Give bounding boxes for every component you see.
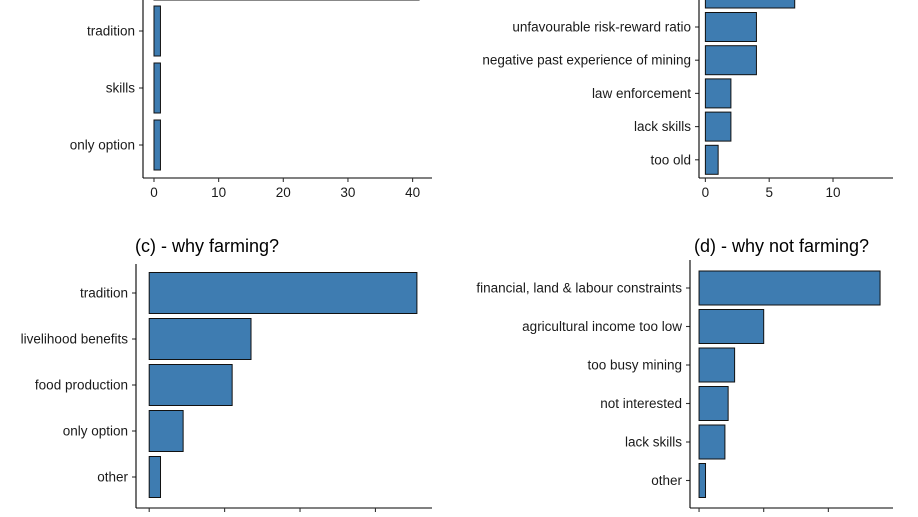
panel-1-xtick-label-5: 40 xyxy=(405,185,420,200)
panel-1-bar-3 xyxy=(153,119,161,171)
panel-2-xtick-label-3: 10 xyxy=(825,185,840,200)
panel-1-category-label-3: only option xyxy=(70,138,135,153)
panel-2-category-label-5: too old xyxy=(650,152,691,167)
panel-3-category-label-4: only option xyxy=(63,424,128,439)
panel-4-category-label-3: too busy mining xyxy=(587,358,682,373)
panel-2-category-label-1: unfavourable risk-reward ratio xyxy=(512,20,691,35)
panel-3-bar-5 xyxy=(148,456,162,498)
panel-4-bar-3 xyxy=(698,347,736,383)
panel-4-category-label-5: lack skills xyxy=(625,435,682,450)
panel-3-title: (c) - why farming? xyxy=(135,236,279,256)
panel-2-xtick-label-2: 5 xyxy=(765,185,773,200)
panel-3-category-label-3: food production xyxy=(35,378,128,393)
panel-4-title: (d) - why not farming? xyxy=(694,236,869,256)
panel-4-xtick-label-3: 40 xyxy=(821,515,836,517)
panel-4-category-label-6: other xyxy=(651,473,682,488)
panel-1-xtick-label-1: 0 xyxy=(150,185,158,200)
panel-2-xtick-label-1: 0 xyxy=(702,185,710,200)
panel-1-category-label-2: skills xyxy=(106,81,135,96)
panel-3-xtick-label-3: 40 xyxy=(293,515,308,517)
panel-2-bar-5 xyxy=(704,144,719,175)
panel-2-bar-2 xyxy=(704,45,757,76)
panel-2-category-label-3: law enforcement xyxy=(592,86,691,101)
panel-1-xtick-label-3: 20 xyxy=(276,185,291,200)
panel-3-category-label-1: tradition xyxy=(80,286,128,301)
panel-1-bar-2 xyxy=(153,62,161,114)
panel-4-bar-4 xyxy=(698,386,729,421)
panel-4-bar-2 xyxy=(698,309,765,344)
panel-3-xtick-label-2: 20 xyxy=(217,515,232,517)
panel-3-bar-1 xyxy=(148,272,418,314)
panel-2-bar-partial xyxy=(704,0,796,9)
panel-4-category-label-1: financial, land & labour constraints xyxy=(476,281,682,296)
panel-4-bar-1 xyxy=(698,270,881,306)
panel-4-category-label-2: agricultural income too low xyxy=(522,319,682,334)
panel-1-xtick-label-4: 30 xyxy=(340,185,355,200)
panel-4-category-label-4: not interested xyxy=(600,396,682,411)
panel-3-bar-3 xyxy=(148,364,233,406)
panel-3-bar-2 xyxy=(148,318,252,360)
panel-2-bar-1 xyxy=(704,12,757,42)
panel-4-bar-5 xyxy=(698,424,726,460)
panel-2-category-label-4: lack skills xyxy=(634,119,691,134)
panel-2-bar-4 xyxy=(704,111,732,142)
panel-1-bar-1 xyxy=(153,5,161,57)
panel-4-xtick-label-1: 0 xyxy=(695,515,703,517)
panel-4-xtick-label-2: 20 xyxy=(756,515,771,517)
panel-1-category-label-1: tradition xyxy=(87,24,135,39)
panel-2-category-label-2: negative past experience of mining xyxy=(482,53,691,68)
panel-2-bar-3 xyxy=(704,78,732,109)
panel-3-xtick-label-1: 0 xyxy=(145,515,153,517)
panel-3-xtick-label-4: 60 xyxy=(368,515,383,517)
panel-3-bar-4 xyxy=(148,410,184,452)
panel-3-category-label-2: livelihood benefits xyxy=(21,332,129,347)
panel-4-bar-6 xyxy=(698,463,707,498)
panel-1-xtick-label-2: 10 xyxy=(211,185,226,200)
panel-3-category-label-5: other xyxy=(97,470,128,485)
